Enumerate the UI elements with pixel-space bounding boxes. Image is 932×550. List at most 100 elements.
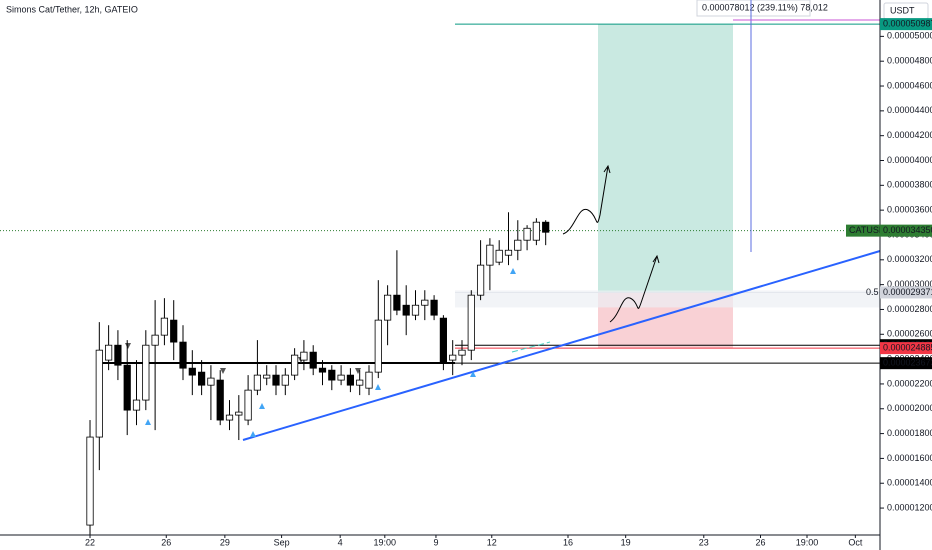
candle-body bbox=[383, 294, 392, 321]
x-tick-label: 9 bbox=[433, 537, 438, 547]
level-label: 0.000050987 bbox=[883, 18, 932, 28]
x-tick-label: Sep bbox=[274, 537, 290, 547]
candle-body bbox=[318, 367, 327, 373]
candle-body bbox=[411, 304, 420, 316]
currency: USDT bbox=[890, 5, 915, 15]
arrow-head bbox=[652, 254, 660, 264]
candle-body bbox=[225, 414, 234, 421]
x-tick-label: 12 bbox=[487, 537, 497, 547]
fib-label: 0.5 bbox=[866, 287, 879, 297]
level-tag bbox=[880, 18, 932, 31]
level-tag bbox=[880, 357, 932, 370]
y-tick-label: 0.000028000 bbox=[887, 304, 932, 314]
trend-line bbox=[242, 250, 881, 441]
candle-body bbox=[160, 317, 169, 336]
x-tick-label: 23 bbox=[699, 537, 709, 547]
y-tick-label: 0.000046000 bbox=[887, 80, 932, 90]
x-tick-label: 26 bbox=[755, 537, 765, 547]
candle-body bbox=[132, 399, 141, 411]
candle-body bbox=[356, 379, 364, 386]
symbol-label: CATUSDT bbox=[849, 225, 891, 235]
candle-body bbox=[514, 239, 522, 251]
candle-body bbox=[105, 344, 113, 361]
level-label: 0.000029371 bbox=[883, 287, 932, 297]
candle-body bbox=[476, 264, 485, 296]
candle-body bbox=[346, 374, 355, 386]
candle-body bbox=[402, 304, 410, 316]
candle-body bbox=[486, 244, 494, 266]
arrow-path bbox=[609, 255, 658, 323]
candle-body bbox=[291, 354, 299, 376]
candle-body bbox=[328, 369, 336, 381]
x-tick-label: 19:00 bbox=[374, 537, 397, 547]
y-tick-label: 0.000036000 bbox=[887, 205, 932, 215]
x-tick-label: 22 bbox=[85, 537, 95, 547]
y-tick-label: 0.000042000 bbox=[887, 130, 932, 140]
candle-body bbox=[272, 374, 280, 386]
candle-body bbox=[421, 299, 429, 306]
candle-body bbox=[393, 294, 401, 311]
y-tick-label: 0.000018000 bbox=[887, 428, 932, 438]
candle-body bbox=[151, 334, 159, 346]
candle-body bbox=[179, 341, 187, 369]
x-tick-label: 19 bbox=[621, 537, 631, 547]
x-tick-label: 4 bbox=[338, 537, 343, 547]
arrow-path bbox=[562, 165, 609, 235]
candle-body bbox=[188, 367, 196, 376]
candle-body bbox=[542, 221, 550, 233]
price-tag bbox=[880, 224, 932, 237]
candle-body bbox=[235, 411, 243, 416]
price-axis bbox=[880, 0, 932, 550]
candle-body bbox=[253, 374, 262, 391]
y-tick-label: 0.000044000 bbox=[887, 105, 932, 115]
candle-body bbox=[365, 371, 373, 389]
y-tick-label: 0.000050000 bbox=[887, 31, 932, 41]
candle-body bbox=[430, 299, 438, 316]
candle-body bbox=[458, 349, 466, 356]
y-tick-label: 0.000016000 bbox=[887, 453, 932, 463]
candle-body bbox=[114, 344, 122, 366]
candle-body bbox=[374, 319, 382, 373]
measure-label: 0.000078012 (239.11%) 78,012 bbox=[702, 2, 828, 12]
y-tick-label: 0.000026000 bbox=[887, 329, 932, 339]
x-tick-label: 16 bbox=[563, 537, 573, 547]
y-tick-label: 0.000038000 bbox=[887, 180, 932, 190]
x-tick-label: 29 bbox=[220, 537, 230, 547]
candle-body bbox=[532, 221, 540, 241]
candle-body bbox=[216, 379, 224, 421]
candle-body bbox=[198, 371, 206, 386]
measure-box bbox=[696, 0, 811, 17]
candle-body bbox=[142, 344, 150, 401]
dashed-line bbox=[511, 341, 551, 353]
x-tick-label: 19:00 bbox=[796, 537, 819, 547]
price-label: 0.000034350 bbox=[883, 225, 932, 235]
fib-band bbox=[455, 290, 880, 308]
candle-body bbox=[523, 227, 531, 241]
candle-body bbox=[300, 351, 308, 361]
candle-body bbox=[263, 374, 271, 379]
y-tick-label: 0.000022000 bbox=[887, 378, 932, 388]
y-tick-label: 0.000032000 bbox=[887, 254, 932, 264]
symbol-tag bbox=[846, 224, 880, 237]
y-tick-label: 0.000014000 bbox=[887, 478, 932, 488]
candle-body bbox=[504, 249, 513, 256]
candle-body bbox=[495, 249, 503, 263]
candle-body bbox=[170, 319, 178, 343]
y-tick-label: 0.000020000 bbox=[887, 403, 932, 413]
candle-body bbox=[281, 374, 289, 386]
candle-body bbox=[86, 436, 94, 526]
arrow-head bbox=[603, 164, 611, 174]
chart-title: Simons Cat/Tether, 12h, GATEIO bbox=[6, 4, 138, 14]
profit-zone bbox=[598, 24, 733, 293]
candle-body bbox=[467, 294, 475, 351]
y-tick-label: 0.000012000 bbox=[887, 502, 932, 512]
candle-body bbox=[337, 374, 345, 381]
level-label: 0.000023673 bbox=[883, 358, 932, 368]
x-tick-label: Oct bbox=[848, 537, 863, 547]
candle-body bbox=[449, 354, 457, 361]
candle-body bbox=[244, 389, 252, 421]
y-tick-label: 0.000030000 bbox=[887, 279, 932, 289]
x-tick-label: 26 bbox=[161, 537, 171, 547]
